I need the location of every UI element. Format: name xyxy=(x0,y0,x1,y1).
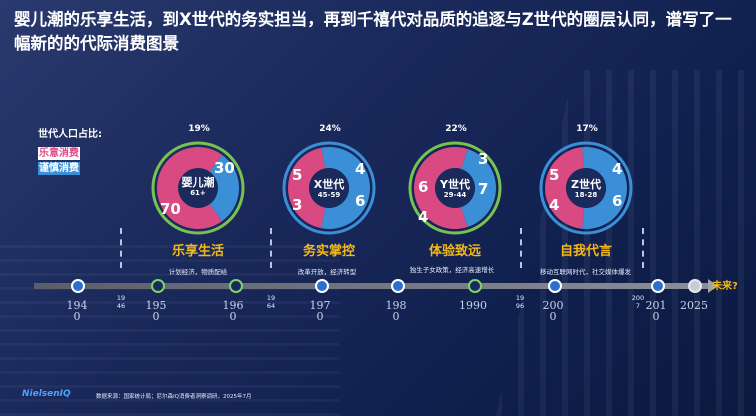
era-divider xyxy=(520,228,522,268)
timeline-year: 2025 xyxy=(680,299,708,312)
gen-cautious-value: 30 xyxy=(214,159,235,177)
gen-enjoy-top: 5 xyxy=(292,166,303,184)
gen-enjoy-value: 70 xyxy=(160,200,181,218)
background-texture xyxy=(0,236,340,416)
gen-age-range: 45-59 xyxy=(317,191,341,199)
gen-share-x: 24% xyxy=(319,124,341,134)
gen-name: Y世代 xyxy=(440,178,470,191)
legend-population-label: 世代人口占比: xyxy=(38,129,102,140)
donut-x xyxy=(282,141,376,235)
timeline-node xyxy=(651,279,665,293)
gen-share-babyboom: 19% xyxy=(188,124,210,134)
gen-center-babyboom: 婴儿潮 61+ xyxy=(168,176,228,198)
stage-desc: 移动互联网时代，社交媒体爆发 xyxy=(540,268,631,276)
nielseniq-logo: NielsenIQ xyxy=(22,389,71,399)
donut-hole xyxy=(179,169,217,207)
gen-cautious-top: 3 xyxy=(478,150,489,168)
gen-share-y: 22% xyxy=(445,124,467,134)
legend: 世代人口占比: 乐意消费 谨慎消费 xyxy=(38,128,104,175)
timeline-small-year: 200 7 xyxy=(631,294,645,310)
gen-age-range: 29-44 xyxy=(443,191,467,199)
timeline-year: 194 0 xyxy=(66,299,88,323)
gen-enjoy-bottom: 4 xyxy=(549,196,560,214)
era-divider xyxy=(270,228,272,268)
donut-z xyxy=(539,141,633,235)
legend-enjoy: 乐意消费 xyxy=(38,147,80,160)
gen-name: 婴儿潮 xyxy=(181,176,215,189)
timeline-year: 200 0 xyxy=(542,299,564,323)
timeline-node xyxy=(229,279,243,293)
era-divider xyxy=(642,228,644,268)
timeline-node xyxy=(151,279,165,293)
donut-segment-cautious xyxy=(461,149,496,227)
gen-enjoy-top: 5 xyxy=(549,166,560,184)
gen-cautious-top: 4 xyxy=(612,160,623,178)
timeline-arrow-icon xyxy=(708,279,718,293)
gen-cautious-bottom: 6 xyxy=(355,192,366,210)
era-divider xyxy=(120,228,122,268)
donut-outer-ring xyxy=(282,141,376,235)
donut-segment-enjoy xyxy=(288,147,326,229)
donut-segment-cautious xyxy=(582,147,627,229)
timeline-year: 1990 xyxy=(459,299,487,312)
donut-segment-enjoy xyxy=(545,147,585,229)
stage-desc: 计划经济，物质配给 xyxy=(168,268,228,276)
donut-segment-cautious xyxy=(209,154,239,222)
gen-cautious-top: 4 xyxy=(355,160,366,178)
donut-outer-ring xyxy=(151,141,245,235)
timeline-year: 195 0 xyxy=(145,299,167,323)
gen-enjoy-bottom: 3 xyxy=(292,196,303,214)
donut-hole xyxy=(566,168,606,208)
timeline-node xyxy=(468,279,482,293)
timeline-year: 201 0 xyxy=(645,299,667,323)
timeline-axis xyxy=(34,283,714,289)
donut-segment-enjoy xyxy=(413,147,468,229)
gen-age-range: 18-28 xyxy=(574,191,598,199)
donut-y xyxy=(408,141,502,235)
gen-share-z: 17% xyxy=(576,124,598,134)
stage-label: 体验致远 xyxy=(428,244,481,259)
gen-center-y: Y世代 29-44 xyxy=(425,178,485,200)
donut-segment-cautious xyxy=(321,147,370,229)
gen-cautious-bottom: 6 xyxy=(612,192,623,210)
donut-hole xyxy=(435,168,475,208)
timeline-node-future xyxy=(688,279,702,293)
gen-enjoy-top: 6 xyxy=(418,178,429,196)
timeline-node xyxy=(315,279,329,293)
stage-label: 务实掌控 xyxy=(302,244,355,259)
timeline-small-year: 19 46 xyxy=(116,294,126,310)
gen-enjoy-bottom: 4 xyxy=(418,208,429,226)
timeline-node xyxy=(548,279,562,293)
timeline-node xyxy=(71,279,85,293)
stage-desc: 改革开放，经济转型 xyxy=(297,268,357,276)
timeline-year: 196 0 xyxy=(222,299,244,323)
timeline-small-year: 19 64 xyxy=(266,294,276,310)
timeline-node xyxy=(391,279,405,293)
page-title: 婴儿潮的乐享生活，到X世代的务实担当，再到千禧代对品质的追逐与Z世代的圈层认同，… xyxy=(14,10,732,53)
donut-outer-ring xyxy=(539,141,633,235)
stage-label: 自我代言 xyxy=(559,244,612,259)
donut-outer-ring xyxy=(408,141,502,235)
timeline-year: 198 0 xyxy=(385,299,407,323)
future-label: 未来? xyxy=(712,281,738,292)
gen-cautious-bottom: 7 xyxy=(478,180,489,198)
donut-babyboom xyxy=(151,141,245,235)
gen-center-x: X世代 45-59 xyxy=(299,178,359,200)
timeline-year: 197 0 xyxy=(309,299,331,323)
gen-name: Z世代 xyxy=(571,178,601,191)
gen-center-z: Z世代 18-28 xyxy=(556,178,616,200)
donut-segment-enjoy xyxy=(156,146,223,229)
gen-name: X世代 xyxy=(313,178,345,191)
gen-age-range: 61+ xyxy=(190,189,206,197)
stage-label: 乐享生活 xyxy=(171,244,224,259)
stage-desc: 独生子女政策，经济高速增长 xyxy=(409,266,495,274)
legend-cautious: 谨慎消费 xyxy=(38,162,80,175)
timeline-small-year: 19 96 xyxy=(515,294,525,310)
donut-hole xyxy=(309,168,349,208)
data-source: 数据来源：国家统计局；尼尔森IQ消费者洞察调研，2025年7月 xyxy=(96,394,252,400)
